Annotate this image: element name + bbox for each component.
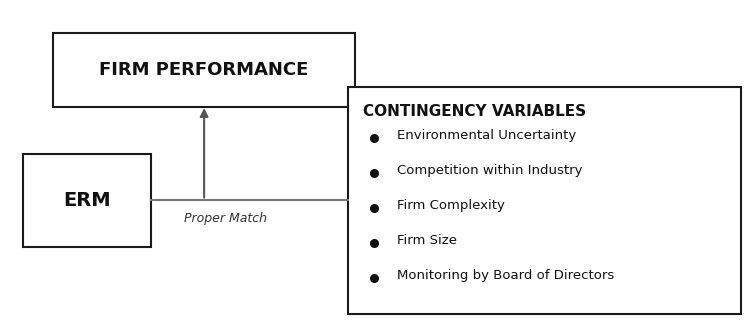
Text: Monitoring by Board of Directors: Monitoring by Board of Directors bbox=[397, 269, 614, 282]
Bar bbox=[53, 33, 355, 107]
Bar bbox=[348, 87, 741, 314]
Text: Competition within Industry: Competition within Industry bbox=[397, 164, 582, 177]
Text: Firm Size: Firm Size bbox=[397, 234, 457, 247]
Text: FIRM PERFORMANCE: FIRM PERFORMANCE bbox=[100, 61, 308, 79]
Text: CONTINGENCY VARIABLES: CONTINGENCY VARIABLES bbox=[363, 105, 586, 119]
Text: Proper Match: Proper Match bbox=[184, 212, 268, 225]
Text: ERM: ERM bbox=[64, 191, 110, 210]
Text: Firm Complexity: Firm Complexity bbox=[397, 199, 505, 212]
Text: Environmental Uncertainty: Environmental Uncertainty bbox=[397, 129, 576, 142]
Bar bbox=[23, 154, 151, 247]
